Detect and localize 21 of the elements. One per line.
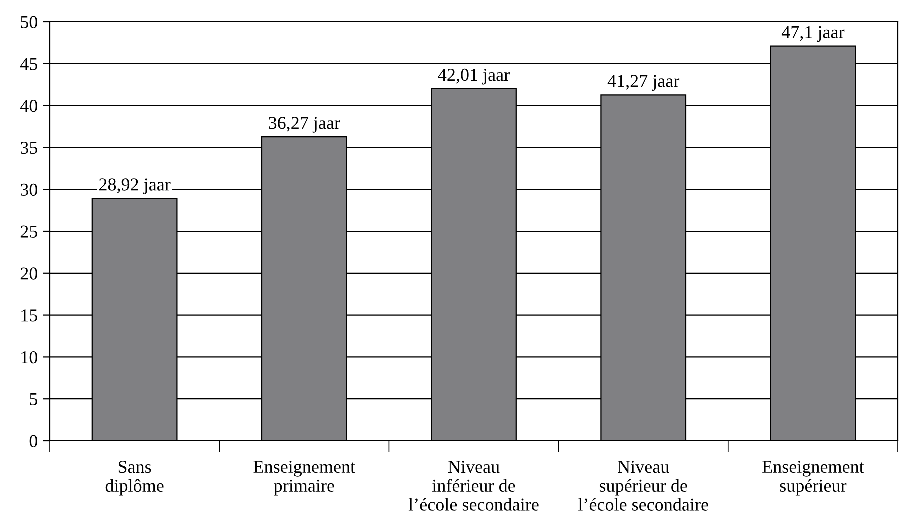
data-label: 36,27 jaar: [269, 117, 340, 133]
y-tick-label: 25: [20, 226, 38, 238]
data-label: 28,92 jaar: [99, 178, 171, 194]
data-label: 42,01 jaar: [438, 68, 510, 85]
data-label: 47,1 jaar: [782, 26, 845, 42]
y-tick-label: 35: [21, 142, 38, 154]
x-tick-label: Enseignement supérieur: [762, 460, 864, 496]
y-tick-label: 50: [21, 16, 38, 28]
y-tick-label: 0: [30, 435, 38, 448]
y-tick-label: 5: [30, 394, 38, 406]
x-tick-label: Sans diplôme: [106, 461, 164, 496]
x-tick-label: Niveau supérieur de l’école secondaire: [578, 461, 708, 511]
data-label: 41,27 jaar: [608, 75, 680, 91]
y-tick-label: 15: [22, 310, 38, 322]
y-tick-label: 20: [20, 268, 38, 280]
y-tick-label: 30: [21, 184, 38, 196]
x-tick-label: Enseignement primaire: [254, 460, 356, 496]
y-tick-label: 40: [20, 100, 38, 112]
x-tick-label: Niveau inférieur de l’école secondaire: [408, 461, 539, 511]
y-tick-label: 10: [22, 351, 38, 364]
y-tick-label: 45: [20, 58, 38, 70]
